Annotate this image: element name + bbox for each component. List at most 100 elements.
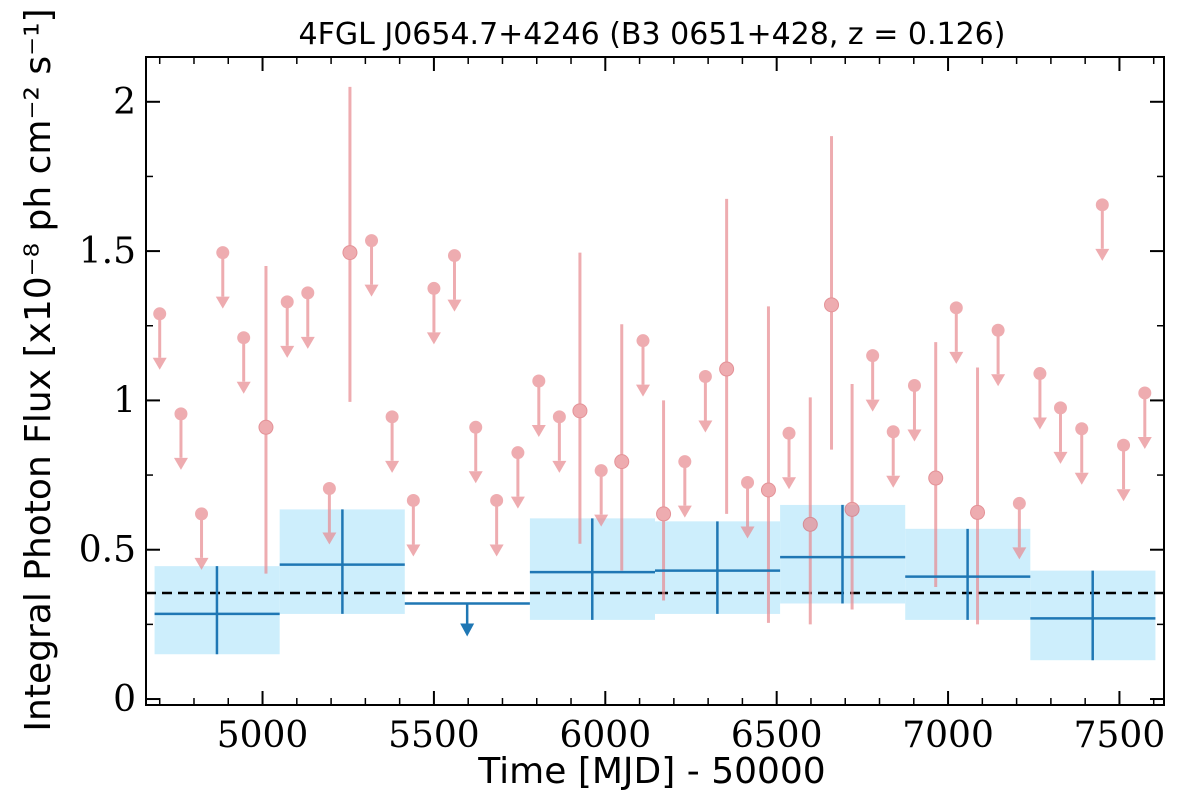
plot-area — [146, 86, 1164, 661]
upper-limit-marker — [866, 349, 880, 363]
short-bin-upper-limit — [886, 425, 901, 488]
short-bin-detection — [844, 383, 860, 610]
short-bin-upper-limit — [215, 246, 230, 309]
upper-limit-marker — [216, 246, 230, 260]
detection-marker — [824, 297, 840, 313]
upper-limit-arrowhead — [300, 336, 315, 349]
upper-limit-arrowhead — [907, 429, 922, 442]
upper-limit-marker — [1012, 496, 1026, 510]
upper-limit-arrowhead — [447, 299, 462, 312]
upper-limit-marker — [594, 464, 608, 478]
x-tick-label: 5000 — [217, 715, 309, 756]
x-tick-label: 6500 — [731, 715, 823, 756]
upper-limit-arrowhead — [1116, 489, 1131, 502]
y-tick-label: 1 — [113, 380, 136, 421]
upper-limit-arrowhead — [677, 505, 692, 518]
upper-limit-arrowhead — [1012, 547, 1027, 560]
upper-limit-arrowhead — [385, 460, 400, 473]
x-tick-label: 5500 — [388, 715, 480, 756]
short-bin-detection — [719, 198, 735, 514]
detection-marker — [656, 506, 672, 522]
upper-limit-marker — [532, 374, 546, 388]
short-bin-detection — [824, 136, 840, 450]
upper-limit-marker — [949, 301, 963, 315]
upper-limit-arrowhead — [531, 425, 546, 437]
upper-limit-arrowhead — [215, 296, 230, 309]
upper-limit-marker — [698, 370, 712, 384]
upper-limit-arrowhead — [1137, 436, 1152, 449]
short-bin-upper-limit — [173, 407, 188, 470]
upper-limit-marker — [991, 323, 1005, 337]
upper-limit-marker — [782, 426, 796, 440]
short-bin-detection — [928, 342, 944, 588]
upper-limit-arrowhead — [426, 332, 441, 345]
upper-limit-marker — [552, 410, 566, 424]
upper-limit-marker — [447, 249, 461, 263]
short-bin-detection — [258, 266, 274, 574]
detection-marker — [928, 470, 944, 486]
upper-limit-marker — [907, 378, 921, 392]
upper-limit-marker — [195, 507, 209, 521]
short-bin-upper-limit — [677, 455, 692, 518]
upper-limit-marker — [301, 286, 315, 300]
upper-limit-marker — [741, 476, 755, 490]
upper-limit-arrowhead — [364, 284, 379, 297]
detection-marker — [342, 245, 358, 261]
short-bin-upper-limit — [594, 464, 609, 527]
upper-limit-marker — [365, 234, 379, 248]
short-bin-upper-limit — [426, 281, 441, 345]
upper-limit-marker — [427, 281, 441, 295]
x-axis-label: Time [MJD] - 50000 — [477, 751, 825, 792]
upper-limit-marker — [1095, 198, 1109, 212]
upper-limit-arrowhead — [406, 544, 421, 557]
y-tick-label: 0 — [113, 679, 136, 720]
upper-limit-marker — [406, 493, 420, 507]
upper-limit-arrowhead — [1095, 248, 1110, 261]
short-bin-detection — [614, 324, 630, 571]
upper-limit-arrowhead — [594, 514, 609, 527]
short-bin-upper-limit — [364, 234, 379, 297]
short-bin-upper-limit — [468, 420, 483, 484]
x-tick-label: 6000 — [559, 715, 651, 756]
upper-limit-marker — [678, 455, 692, 469]
upper-limit-arrowhead — [698, 420, 713, 433]
y-axis-label: Integral Photon Flux [x10⁻⁸ ph cm⁻² s⁻¹] — [18, 8, 59, 731]
upper-limit-marker — [886, 425, 900, 439]
short-bin-upper-limit — [510, 446, 525, 509]
upper-limit-marker — [1053, 401, 1067, 415]
short-bin-upper-limit — [194, 507, 209, 570]
short-bin-upper-limit — [1095, 198, 1110, 261]
upper-limit-arrowhead — [236, 381, 251, 394]
short-bin-upper-limit — [152, 307, 167, 370]
upper-limit-arrowhead — [949, 351, 964, 364]
y-tick-label: 2 — [113, 82, 136, 123]
upper-limit-arrowhead — [1074, 472, 1089, 485]
upper-limit-marker — [322, 482, 336, 496]
upper-limit-arrowhead — [991, 374, 1006, 387]
short-bin-upper-limit — [740, 476, 755, 539]
upper-limit-arrowhead — [1032, 417, 1047, 430]
upper-limit-arrowhead — [782, 477, 797, 490]
chart-title: 4FGL J0654.7+4246 (B3 0651+428, z = 0.12… — [299, 17, 1006, 52]
short-bin-upper-limit — [1074, 422, 1089, 485]
y-tick-label: 1.5 — [79, 231, 136, 272]
upper-limit-marker — [153, 307, 167, 321]
upper-limit-marker — [1033, 367, 1047, 381]
detection-marker — [572, 403, 588, 419]
short-bin-upper-limit — [300, 286, 315, 349]
short-bin-detection — [656, 400, 672, 601]
upper-limit-marker — [1117, 438, 1131, 452]
detection-marker — [719, 361, 735, 377]
upper-limit-arrowhead — [194, 557, 209, 570]
detection-marker — [802, 516, 818, 532]
upper-limit-arrowhead — [152, 357, 167, 370]
upper-limit-marker — [280, 295, 294, 309]
upper-limit-marker — [1138, 386, 1152, 400]
detection-marker — [760, 482, 776, 498]
upper-limit-arrowhead — [322, 532, 337, 545]
upper-limit-arrowhead — [886, 475, 901, 488]
short-bin-upper-limit — [236, 331, 251, 394]
upper-limit-arrowhead — [510, 496, 525, 509]
short-bin-upper-limit — [552, 410, 567, 473]
